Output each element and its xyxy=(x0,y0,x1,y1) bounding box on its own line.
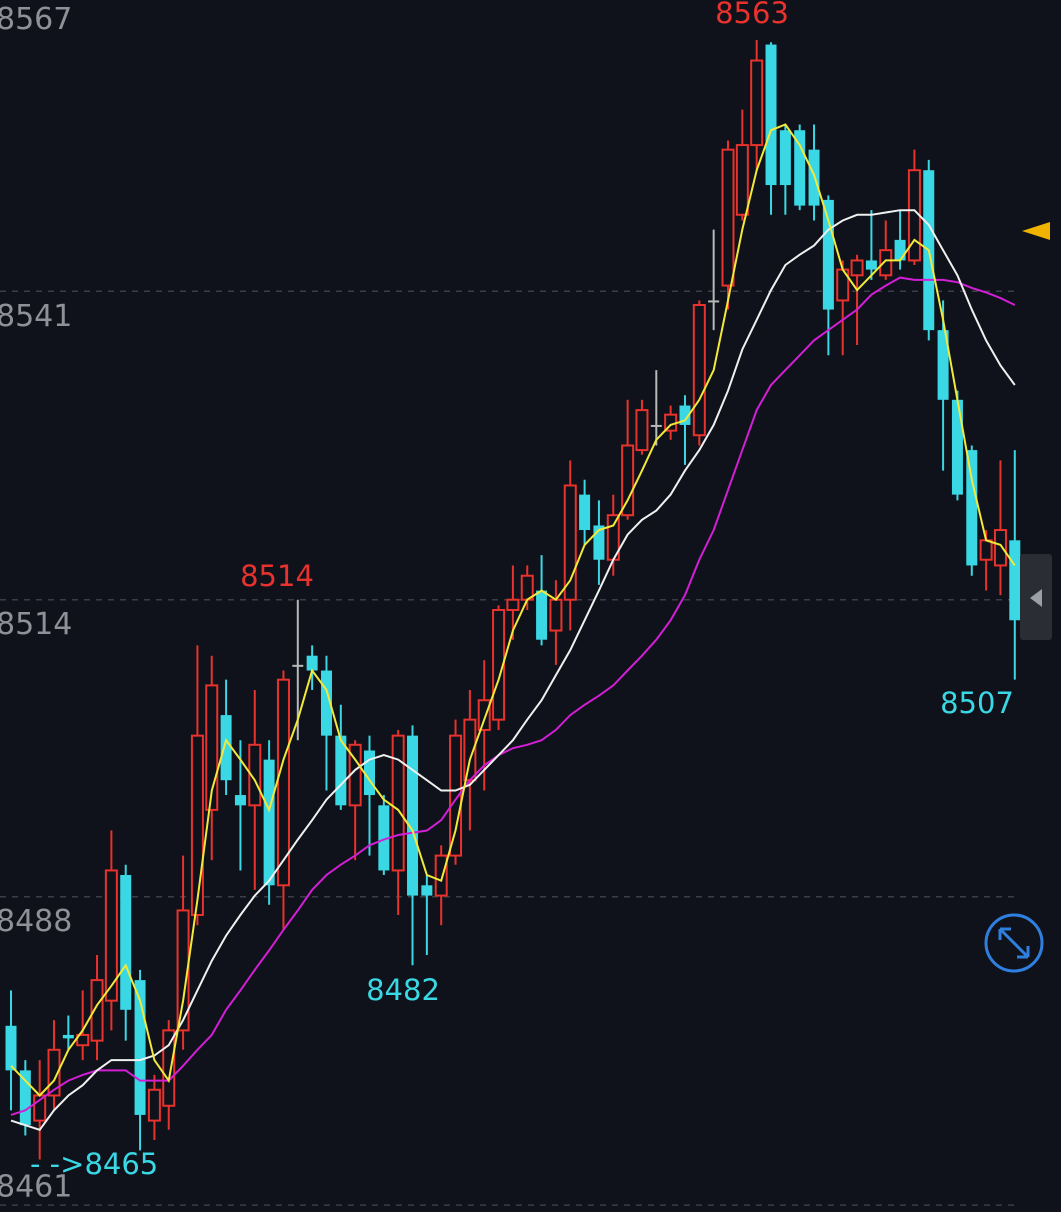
candle-body xyxy=(306,655,318,671)
candle-body xyxy=(147,1088,161,1122)
expand-button[interactable] xyxy=(984,913,1044,973)
candle-body xyxy=(335,735,347,806)
candle-body xyxy=(248,743,262,807)
side-tab-arrow xyxy=(1030,589,1042,607)
candle-body xyxy=(951,399,963,495)
candle-body xyxy=(407,735,419,896)
candle-body xyxy=(220,715,232,781)
candle-body xyxy=(477,699,491,731)
candle-body xyxy=(421,885,433,896)
candle-body xyxy=(579,494,591,531)
price-pointer xyxy=(1022,222,1050,240)
candle-body xyxy=(650,424,662,427)
candle-body xyxy=(378,805,390,871)
candle-body xyxy=(205,684,219,811)
candle-body xyxy=(263,759,275,886)
candle-body xyxy=(979,539,993,561)
extreme-label: 8514 xyxy=(240,559,314,593)
candle-body xyxy=(993,529,1007,567)
candle-body xyxy=(62,1034,74,1039)
extreme-label: 8563 xyxy=(715,0,789,30)
candle-body xyxy=(5,1025,17,1071)
candle-body xyxy=(563,484,577,601)
candle-body xyxy=(779,130,791,186)
candle-body xyxy=(104,869,118,1002)
candle-body xyxy=(536,590,548,640)
candle-body xyxy=(162,1029,176,1107)
moving-average-line xyxy=(10,276,1016,1116)
candle-body xyxy=(90,979,104,1042)
y-tick-label: 8514 xyxy=(0,607,72,642)
extreme-label: 8507 xyxy=(940,686,1014,720)
candle-body xyxy=(794,130,806,206)
extreme-label: - ->8465 xyxy=(30,1147,158,1181)
candle-body xyxy=(765,44,777,186)
candle-body xyxy=(708,300,720,303)
y-tick-label: 8567 xyxy=(0,2,72,37)
candle-body xyxy=(635,409,649,452)
candle-body xyxy=(621,444,635,517)
candles xyxy=(5,39,1021,1160)
candle-body xyxy=(320,670,332,736)
y-tick-label: 8461 xyxy=(0,1170,72,1205)
candle-body xyxy=(1009,540,1021,621)
candle-body xyxy=(120,875,132,1010)
candle-body xyxy=(19,1070,31,1126)
candle-body xyxy=(292,664,304,667)
moving-averages xyxy=(10,123,1016,1131)
candle-body xyxy=(47,1048,61,1097)
candle-body xyxy=(134,980,146,1115)
moving-average-line xyxy=(10,123,1016,1097)
candle-body xyxy=(434,854,448,897)
candle-body xyxy=(721,148,735,287)
expand-icon xyxy=(998,927,1030,959)
candle-body xyxy=(549,598,563,632)
candle-body xyxy=(234,795,246,806)
candle-body xyxy=(391,734,405,872)
candle-body xyxy=(692,303,706,437)
candle-body xyxy=(76,1033,90,1047)
candle-body xyxy=(492,608,506,721)
candle-body xyxy=(966,450,978,566)
candle-body xyxy=(593,525,605,560)
candle-body xyxy=(750,59,764,147)
candle-body xyxy=(190,734,204,916)
candle-body xyxy=(176,909,190,1032)
candle-body xyxy=(364,750,375,796)
candle-body xyxy=(735,144,749,216)
y-tick-label: 8541 xyxy=(0,299,72,334)
extreme-label: 8482 xyxy=(366,973,440,1007)
candle-body xyxy=(679,405,691,425)
candle-body xyxy=(822,199,834,310)
candle-body xyxy=(865,260,877,270)
candle-body xyxy=(894,239,906,261)
y-tick-label: 8488 xyxy=(0,904,72,939)
candle-body xyxy=(879,249,893,277)
expand-circle xyxy=(984,913,1044,973)
labels: 8461 8488 8514 8541 8567 8563 8514 8482 8507 - ->… xyxy=(0,0,1014,1205)
candle-body xyxy=(937,330,949,400)
candle-body xyxy=(506,598,520,611)
candle-body xyxy=(449,734,463,857)
candle-body xyxy=(850,259,864,277)
